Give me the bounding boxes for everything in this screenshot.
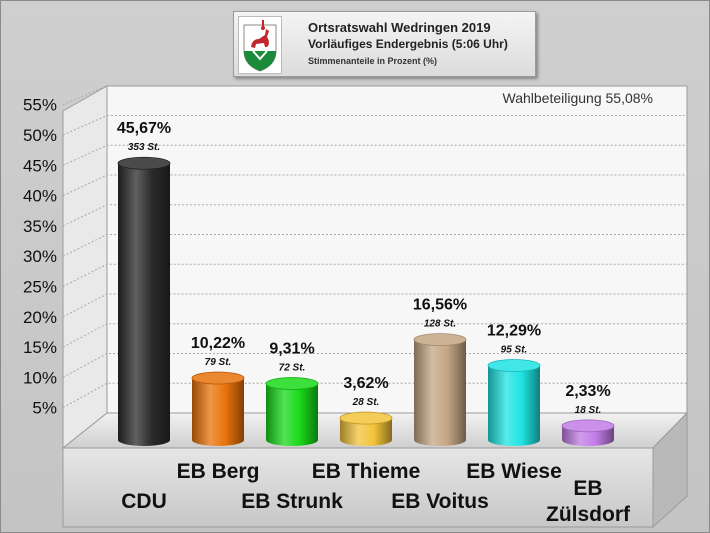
value-label: 9,31% (269, 341, 314, 358)
y-tick-label: 50% (23, 126, 57, 145)
value-label: 12,29% (487, 323, 541, 340)
floor-side (652, 411, 688, 529)
bar-2: 10,22% 79 St. (191, 335, 245, 446)
x-axis: CDU EB Berg EB Strunk EB Thieme EB Voitus EB … (121, 460, 631, 526)
y-tick-label: 35% (23, 217, 57, 236)
x-tick-label: EB Berg (177, 460, 260, 483)
bars: 45,67% 353 St. 10,22% 79 St. 9,31% 72 St. 3,62… (117, 120, 615, 446)
y-tick-label: 45% (23, 156, 57, 175)
x-tick-label: EB Wiese (466, 460, 562, 483)
bar-body (488, 365, 540, 446)
grid-line (62, 263, 687, 287)
category-label: EB Voitus (391, 490, 489, 513)
x-tick-label: EB (573, 477, 602, 500)
y-axis: 5% 10% 15% 20% 25% 30% 35% 40% 45% 50% 55% (23, 96, 57, 418)
y-tick-label: 20% (23, 308, 57, 327)
category-label: CDU (121, 490, 167, 513)
y-tick-label: 30% (23, 247, 57, 266)
vote-count-label: 18 St. (575, 405, 602, 416)
vote-count-label: 128 St. (424, 319, 456, 330)
category-label: EB Berg (177, 460, 260, 483)
x-tick-label: Zülsdorf (546, 503, 631, 526)
grid-line (62, 353, 687, 378)
y-tick-label: 25% (23, 278, 57, 297)
coat-of-arms-icon (238, 16, 282, 74)
x-tick-label: EB Thieme (312, 460, 421, 483)
bar-1: 45,67% 353 St. (117, 120, 171, 446)
bar-4: 3,62% 28 St. (339, 375, 393, 446)
turnout-label: Wahlbeteiligung 55,08% (503, 90, 653, 106)
bar-top (191, 371, 245, 385)
y-tick-label: 10% (23, 368, 57, 387)
bar-body (414, 339, 466, 446)
bar-7: 2,33% 18 St. (561, 383, 615, 446)
x-tick-label: EB Voitus (391, 490, 489, 513)
bar-body (266, 383, 318, 446)
x-tick-label: CDU (121, 490, 167, 513)
category-label: EB Strunk (241, 490, 343, 513)
y-tick-label: 5% (32, 399, 57, 418)
back-wall (106, 85, 688, 414)
bar-top (561, 419, 615, 433)
category-label: EB Thieme (312, 460, 421, 483)
bar-body (118, 163, 170, 446)
value-label: 3,62% (343, 375, 388, 392)
vote-count-label: 28 St. (352, 397, 380, 408)
bar-top (413, 333, 467, 347)
value-label: 2,33% (565, 383, 610, 400)
bar-body (192, 378, 244, 446)
bar-top (487, 359, 541, 372)
chart-title: Ortsratswahl Wedringen 2019 (308, 20, 491, 35)
chart-caption: Stimmenanteile in Prozent (%) (308, 56, 438, 66)
bar-body (340, 418, 392, 446)
grid-line (62, 293, 687, 318)
category-label: EB Wiese (466, 460, 562, 483)
bar-top (339, 411, 393, 425)
grid-line (62, 204, 687, 227)
vote-count-label: 353 St. (128, 142, 160, 153)
bar-6: 12,29% 95 St. (487, 323, 541, 446)
grid-line (62, 174, 687, 197)
y-tick-label: 40% (23, 187, 57, 206)
vote-count-label: 72 St. (279, 363, 306, 374)
floor-front (62, 447, 654, 528)
grid-line (62, 115, 687, 136)
vote-count-label: 95 St. (501, 345, 528, 356)
grid-line (62, 234, 687, 257)
header-box: Ortsratswahl Wedringen 2019 Vorläufiges … (233, 11, 536, 77)
y-tick-label: 15% (23, 338, 57, 357)
left-wall (62, 85, 108, 450)
grid-line (62, 144, 687, 166)
value-label: 10,22% (191, 335, 245, 352)
vote-count-label: 79 St. (205, 357, 232, 368)
grid-line (62, 323, 687, 348)
value-label: 16,56% (413, 297, 467, 314)
x-tick-label: EB Strunk (241, 490, 343, 513)
category-label: EB Zülsdorf (546, 477, 631, 526)
bar-top (265, 377, 319, 390)
bar-3: 9,31% 72 St. (265, 341, 319, 446)
value-label: 45,67% (117, 120, 171, 137)
bar-top (117, 156, 171, 170)
y-tick-label: 55% (23, 96, 57, 115)
bar-5: 16,56% 128 St. (413, 297, 467, 446)
chart-subtitle: Vorläufiges Endergebnis (5:06 Uhr) (308, 37, 508, 51)
